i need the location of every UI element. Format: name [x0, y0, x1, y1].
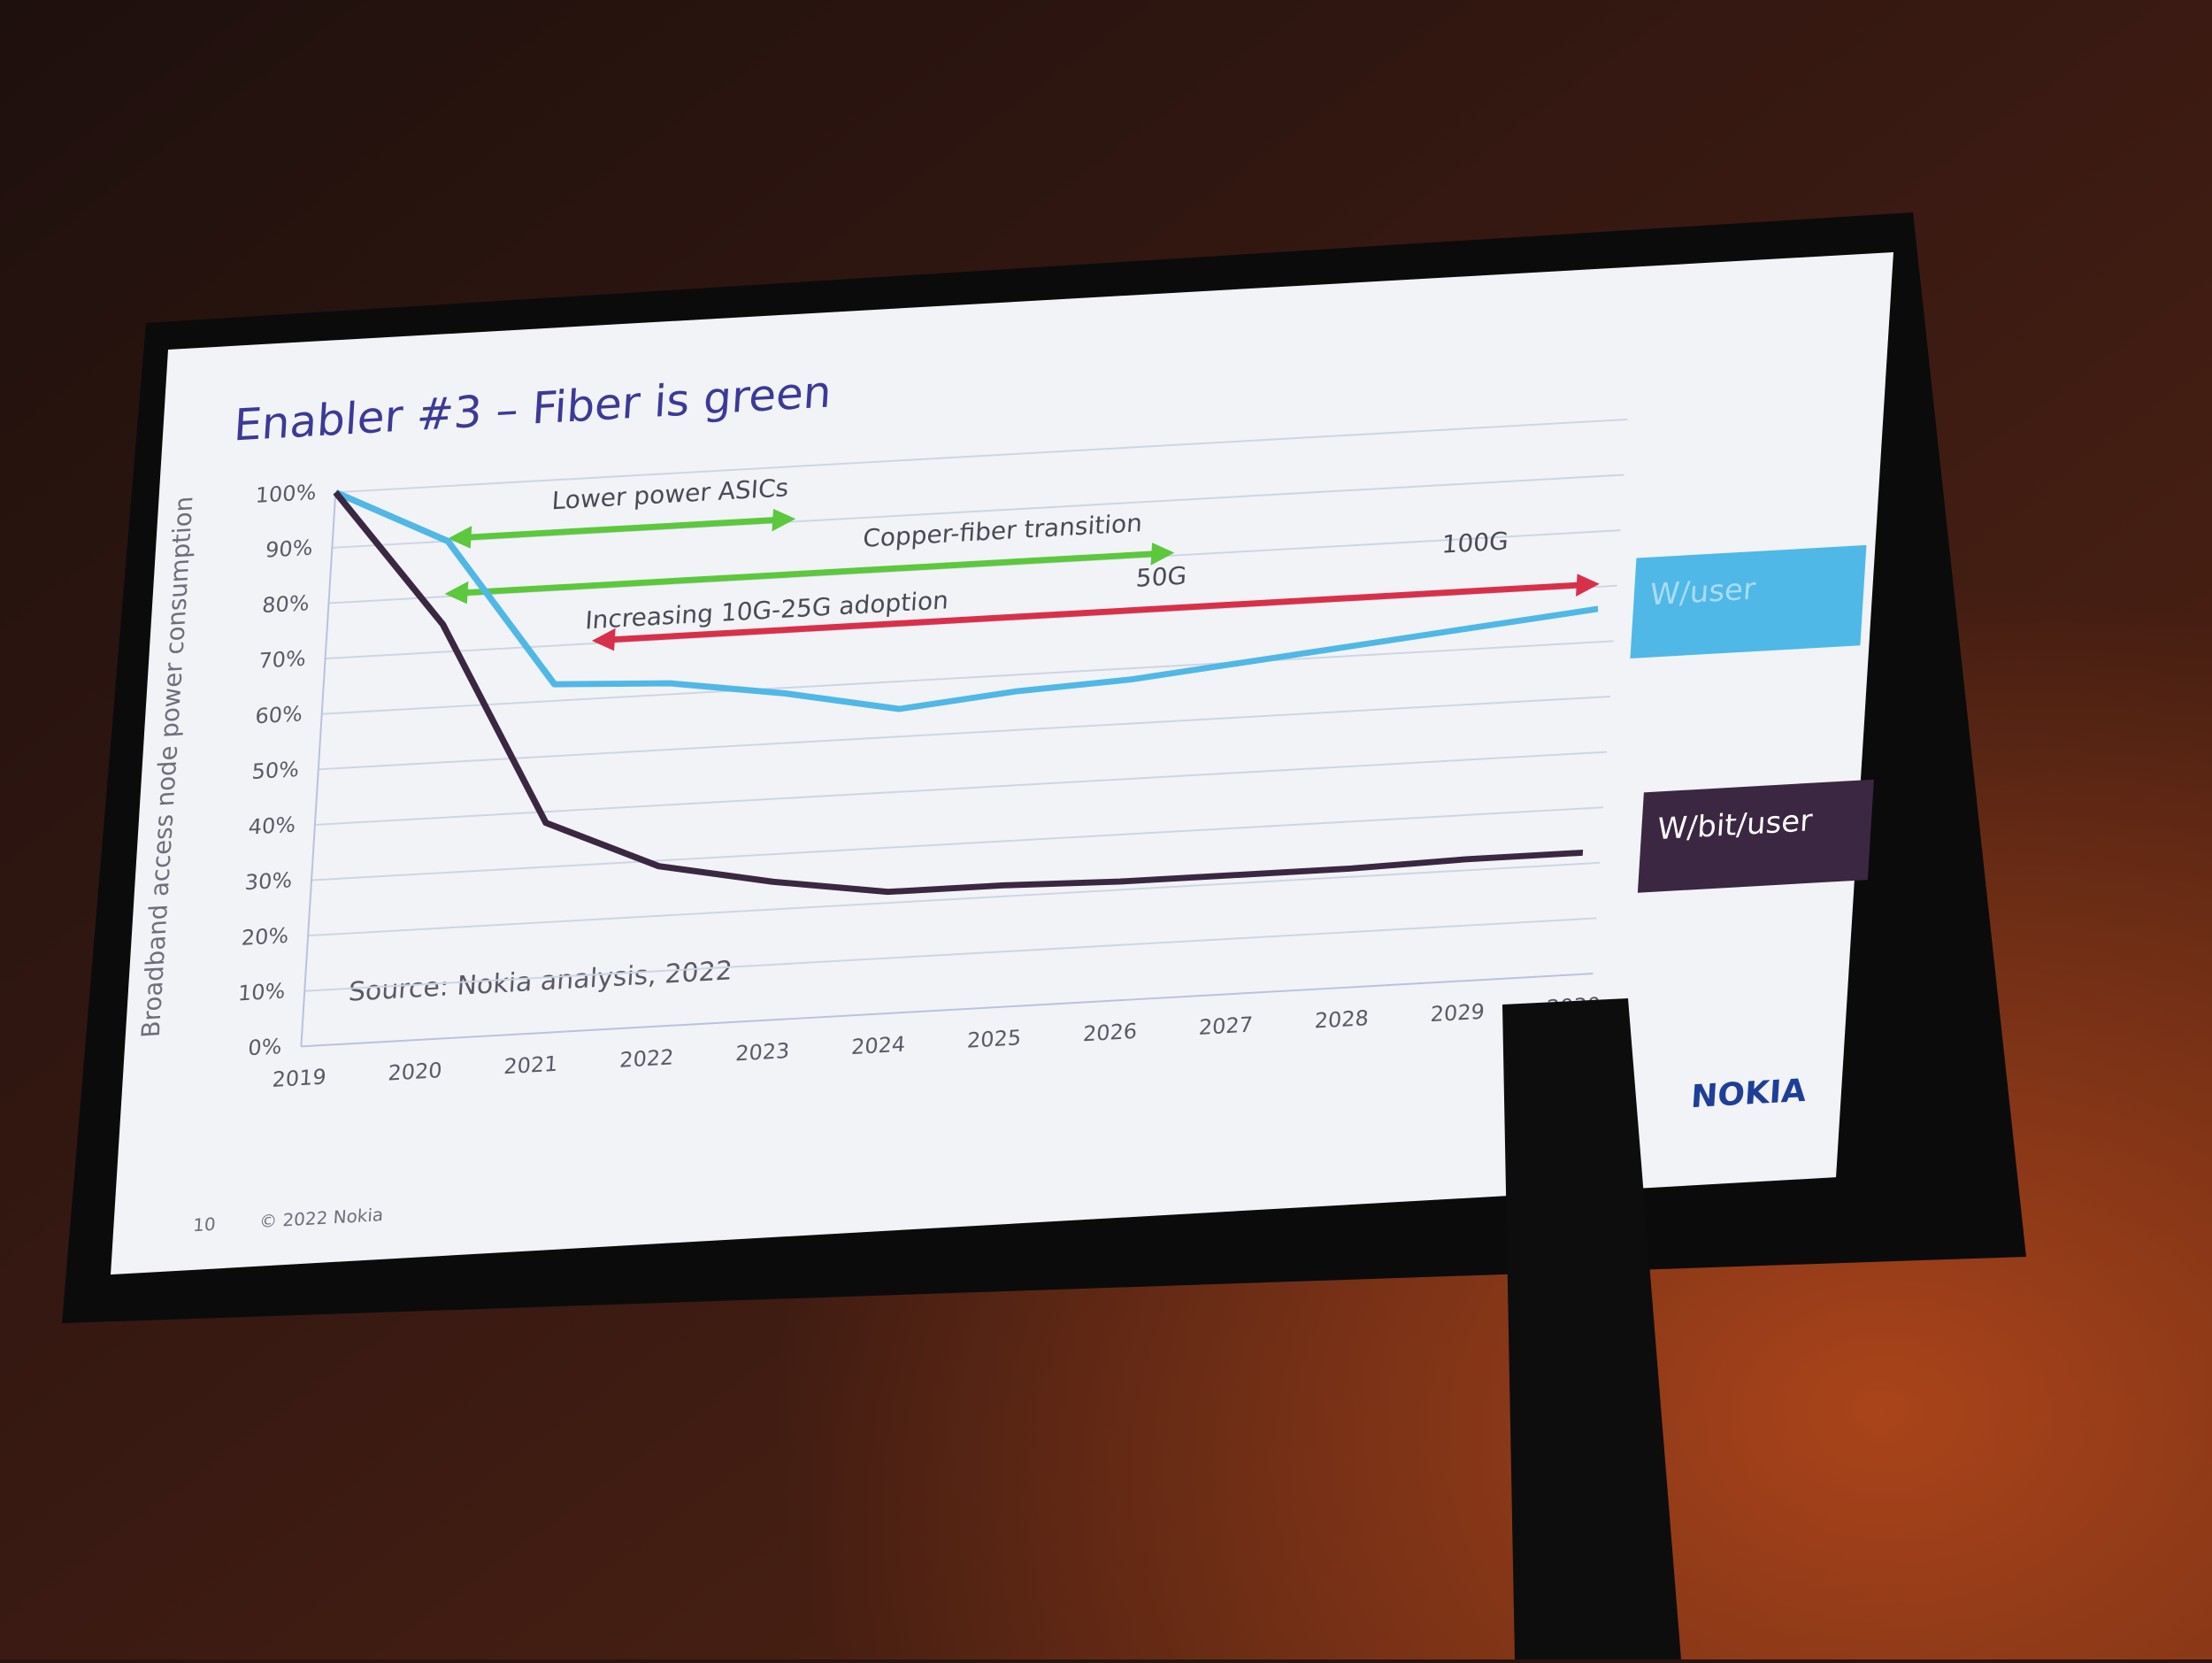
annotation-label: 50G [1135, 561, 1187, 593]
legend-label: W/user [1649, 572, 1757, 612]
grid-line [301, 973, 1594, 1048]
y-tick-label: 50% [251, 757, 300, 784]
grid-line [304, 917, 1597, 992]
grid-line [321, 640, 1614, 715]
arrow-head [448, 526, 472, 549]
grid-line [311, 806, 1604, 882]
y-tick-label: 100% [255, 480, 317, 508]
x-tick-label: 2019 [272, 1065, 327, 1092]
y-tick-label: 60% [255, 702, 303, 729]
x-tick-label: 2027 [1198, 1012, 1254, 1040]
podium-stand [1502, 998, 1681, 1659]
y-tick-label: 30% [244, 867, 293, 895]
page-number: 10 [192, 1214, 216, 1236]
x-tick-label: 2026 [1082, 1019, 1138, 1046]
y-tick-label: 90% [265, 535, 313, 563]
x-tick-label: 2029 [1430, 999, 1486, 1027]
annotation-arrow [457, 550, 1163, 597]
arrow-head [772, 508, 796, 532]
x-tick-label: 2023 [734, 1038, 790, 1066]
series-line [333, 489, 1584, 896]
annotation-label: 100G [1441, 527, 1509, 559]
grid-line [308, 861, 1601, 937]
x-tick-label: 2025 [966, 1025, 1022, 1052]
x-tick-label: 2028 [1314, 1005, 1370, 1033]
y-tick-label: 70% [258, 646, 307, 674]
x-tick-label: 2020 [388, 1058, 443, 1085]
legend-box [1630, 544, 1867, 658]
annotation-arrow [603, 581, 1588, 643]
y-tick-label: 0% [248, 1034, 283, 1060]
y-tick-label: 80% [261, 590, 310, 618]
grid-line [318, 695, 1610, 771]
logo: NOKIA [1690, 1073, 1808, 1115]
y-axis [300, 492, 337, 1047]
y-tick-label: 10% [237, 979, 286, 1006]
y-tick-label: 40% [248, 812, 296, 840]
legend-box [1637, 779, 1874, 893]
x-tick-label: 2022 [618, 1045, 674, 1073]
arrow-head [591, 627, 616, 651]
arrow-head [444, 581, 469, 604]
grid-line [335, 418, 1628, 494]
annotation-arrow [460, 516, 784, 542]
series-line [334, 489, 1599, 712]
arrow-head [1575, 574, 1600, 597]
slide-background [111, 252, 1893, 1275]
x-tick-label: 2024 [850, 1032, 906, 1059]
grid-line [314, 751, 1607, 826]
arrow-head [1150, 543, 1175, 566]
x-tick-label: 2021 [503, 1051, 559, 1079]
y-tick-label: 20% [241, 923, 289, 951]
